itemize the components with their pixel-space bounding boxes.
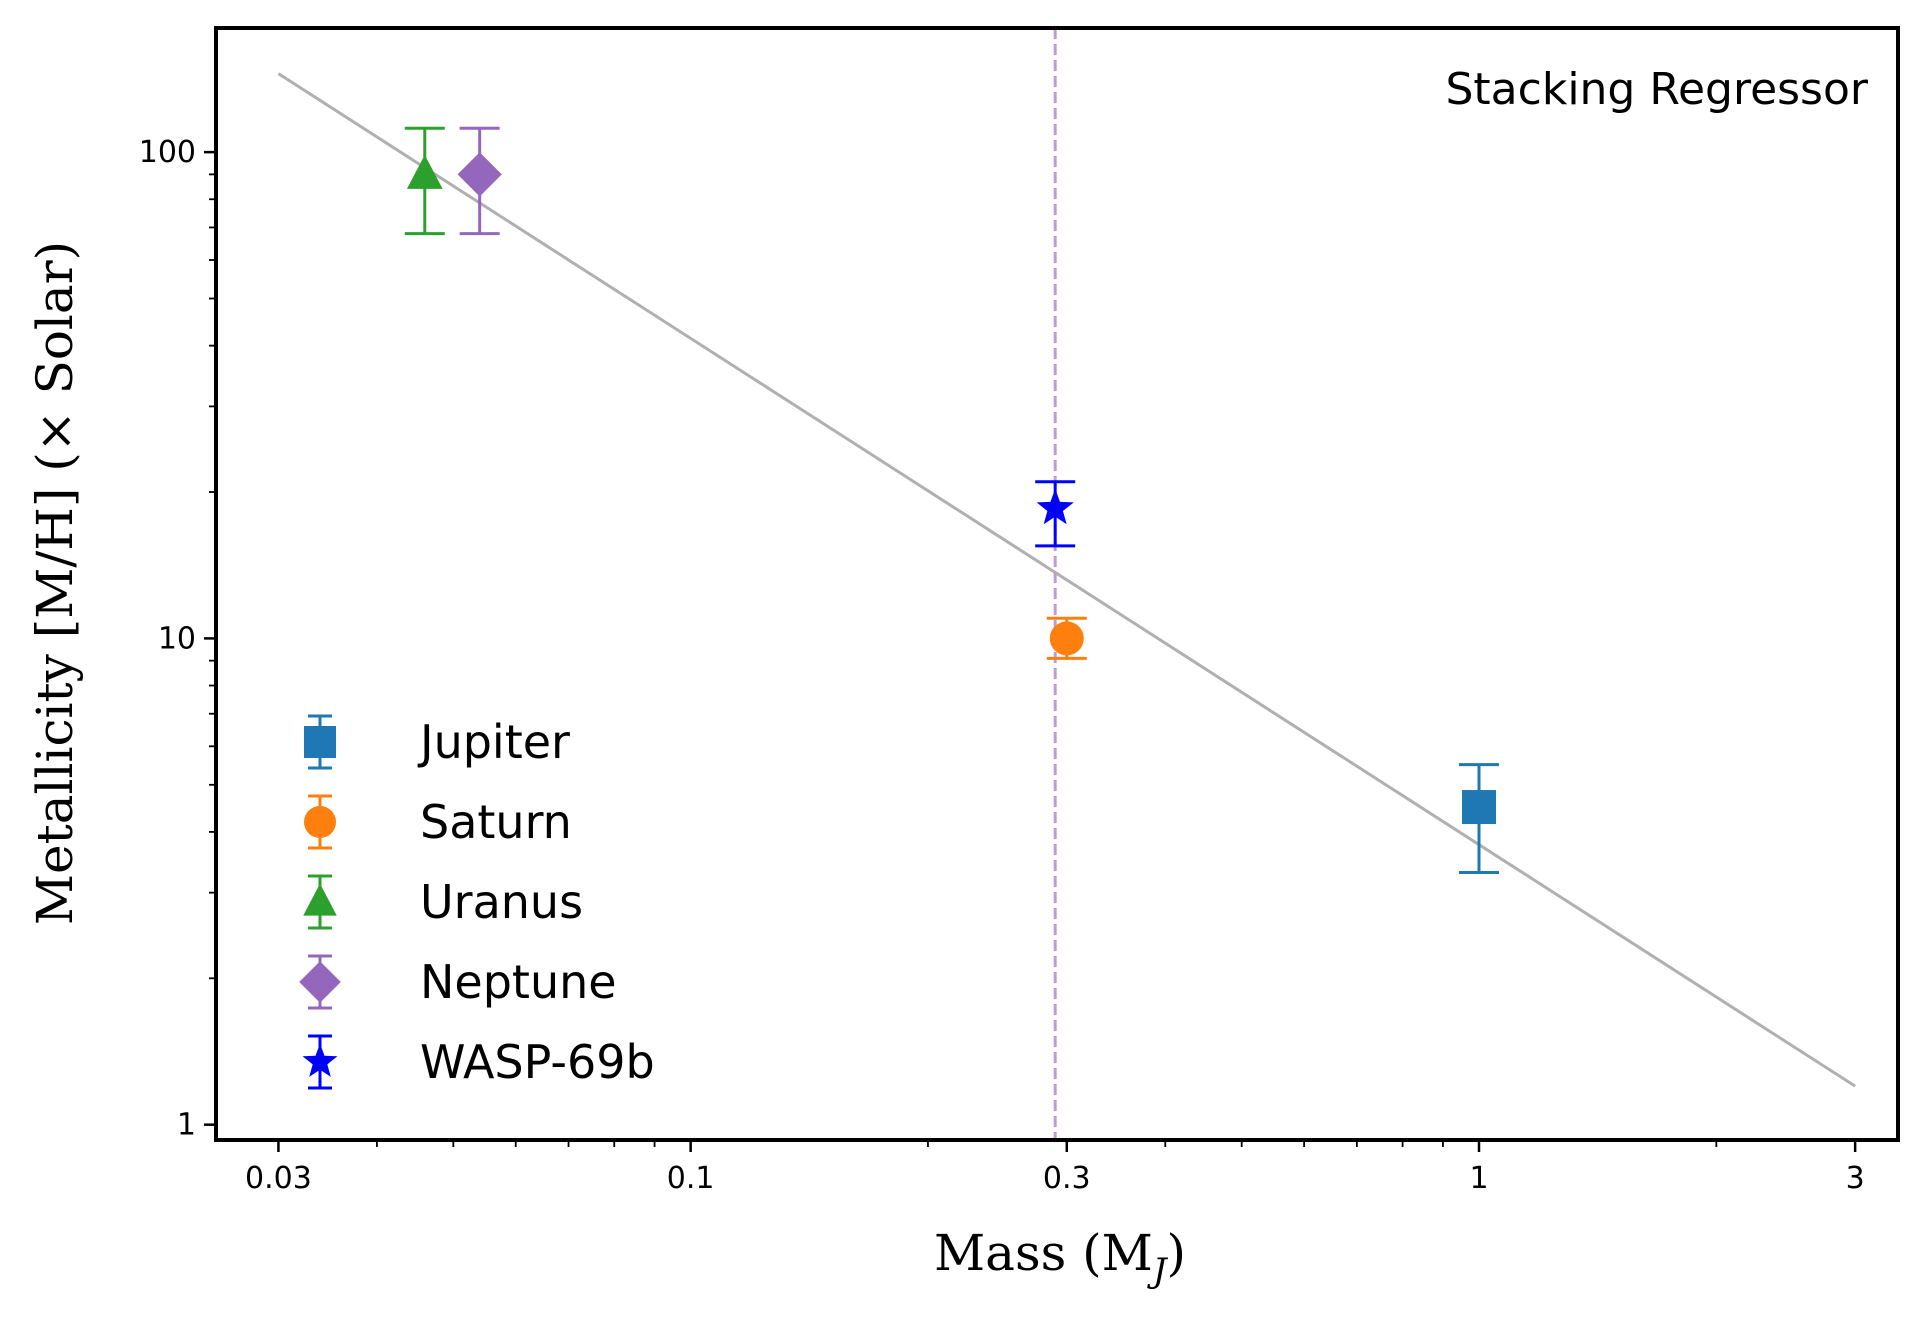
point-wasp-69b-star-marker (1036, 488, 1074, 525)
point-uranus (404, 126, 445, 236)
x-tick-label-0.1: 0.1 (667, 1161, 715, 1196)
legend-saturn-label: Saturn (420, 795, 572, 849)
y-tick-label-1: 1 (177, 1108, 196, 1143)
plot-area (277, 28, 1856, 1140)
legend-wasp-69b-label: WASP-69b (420, 1035, 655, 1089)
y-tick-label-10: 10 (158, 621, 196, 656)
point-jupiter (1459, 763, 1500, 875)
legend-wasp-69b: WASP-69b (302, 1034, 655, 1090)
fit-line (277, 72, 1856, 1088)
x-tick-label-0.03: 0.03 (245, 1161, 312, 1196)
point-neptune (457, 126, 502, 236)
x-axis-label-close: ) (1167, 1224, 1187, 1282)
legend-uranus: Uranus (303, 874, 583, 930)
legend-wasp-69b-star-marker (302, 1043, 338, 1077)
point-jupiter-square-marker (1462, 790, 1497, 825)
plot-frame (214, 26, 1900, 1142)
legend-uranus-label: Uranus (420, 875, 583, 929)
legend-saturn-circle-marker (304, 806, 336, 838)
x-tick-label-3: 3 (1846, 1161, 1865, 1196)
x-axis-label: Mass (MJ) (934, 1224, 1186, 1291)
y-axis-label: Metallicity [M/H] (× Solar) (26, 241, 84, 925)
legend-neptune: Neptune (299, 954, 617, 1010)
legend-neptune-diamond-marker (299, 961, 341, 1003)
point-wasp-69b (1035, 480, 1076, 548)
y-tick-label-100: 100 (139, 135, 196, 170)
legend-jupiter-square-marker (304, 726, 336, 758)
point-saturn-circle-marker (1049, 621, 1084, 656)
x-axis-label-subscript: J (1147, 1251, 1169, 1291)
legend-saturn: Saturn (304, 794, 572, 850)
x-axis-label-main: Mass (M (934, 1224, 1153, 1282)
point-neptune-diamond-marker (457, 152, 502, 197)
chart-annotation: Stacking Regressor (1446, 64, 1869, 115)
legend-neptune-label: Neptune (420, 955, 617, 1009)
legend-jupiter: Jupiter (304, 714, 570, 770)
x-tick-label-0.3: 0.3 (1043, 1161, 1091, 1196)
legend-uranus-triangle-marker (303, 883, 337, 916)
legend: Jupiter Saturn Uranus Neptune WASP-69b (299, 714, 655, 1090)
legend-jupiter-label: Jupiter (417, 715, 570, 769)
x-tick-label-1: 1 (1469, 1161, 1488, 1196)
point-uranus-triangle-marker (406, 154, 443, 189)
point-saturn (1046, 616, 1087, 660)
